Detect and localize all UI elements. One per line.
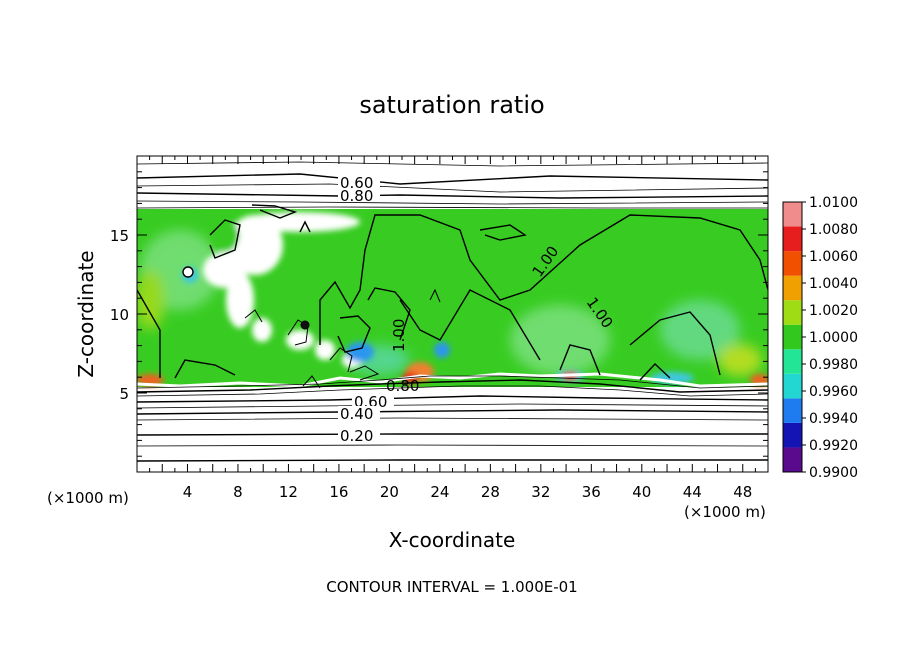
colorbar-swatch — [783, 373, 802, 399]
y-tick-label: 5 — [119, 385, 129, 403]
x-tick-label: 8 — [233, 483, 243, 501]
x-tick-label: 32 — [531, 483, 550, 501]
colorbar-swatch — [783, 251, 802, 276]
colorbar-swatch — [783, 422, 802, 448]
colorbar-swatch — [783, 226, 802, 252]
colorbar-label: 1.0020 — [809, 303, 858, 319]
x-axis-label: X-coordinate — [389, 528, 516, 552]
contour-labels: 0.60 0.80 1.00 1.00 1.00 0.60 0.40 0.20 … — [338, 174, 617, 445]
x-tick-label: 4 — [183, 483, 193, 501]
colorbar-label: 0.9920 — [809, 438, 858, 454]
contour-lines — [137, 161, 768, 462]
x-tick-label: 40 — [632, 483, 651, 501]
colorbar-swatch — [783, 275, 802, 301]
y-unit-note: (×1000 m) — [684, 503, 766, 521]
colorbar-label: 1.0100 — [809, 195, 858, 211]
colorbar-swatch — [783, 202, 802, 227]
colorbar-label: 0.9960 — [809, 384, 858, 400]
chart-title: saturation ratio — [359, 91, 544, 119]
colorbar-swatch — [783, 324, 802, 350]
contour-label: 0.60 — [340, 174, 373, 192]
colorbar-swatch — [783, 398, 802, 423]
colorbar-swatch — [783, 447, 802, 472]
x-tick-label: 48 — [733, 483, 752, 501]
y-tick-label: 10 — [110, 306, 129, 324]
contour-label: 0.20 — [340, 427, 373, 445]
x-unit-note: (×1000 m) — [47, 489, 129, 507]
colorbar-label: 0.9980 — [809, 357, 858, 373]
contour-label: 0.80 — [340, 187, 373, 205]
colorbar-label: 1.0000 — [809, 330, 858, 346]
colorbar-label: 1.0040 — [809, 276, 858, 292]
x-tick-label: 44 — [683, 483, 702, 501]
contour-label: 1.00 — [390, 319, 408, 352]
x-tick-label: 12 — [279, 483, 298, 501]
x-tick-label: 24 — [430, 483, 449, 501]
colorbar-label: 1.0080 — [809, 222, 858, 238]
contour-interval-note: CONTOUR INTERVAL = 1.000E-01 — [326, 578, 577, 596]
x-tick-label: 28 — [481, 483, 500, 501]
contour-label: 0.40 — [340, 405, 373, 423]
x-tick-label: 36 — [582, 483, 601, 501]
colorbar: 0.9900 0.9920 0.9940 0.9960 0.9980 1.0000 1.00… — [782, 195, 858, 481]
colorbar-label: 1.0060 — [809, 249, 858, 265]
colorbar-label: 0.9900 — [809, 465, 858, 481]
contour-label: 0.80 — [386, 377, 419, 395]
color-shading — [137, 212, 768, 388]
x-tick-label: 16 — [329, 483, 348, 501]
colorbar-swatch — [783, 300, 802, 325]
y-axis-label: Z-coordinate — [74, 250, 98, 377]
colorbar-label: 0.9940 — [809, 411, 858, 427]
x-tick-label: 20 — [380, 483, 399, 501]
y-tick-label: 15 — [110, 227, 129, 245]
colorbar-swatch — [783, 349, 802, 374]
plot-field: 0.60 0.80 1.00 1.00 1.00 0.60 0.40 0.20 … — [137, 156, 768, 472]
